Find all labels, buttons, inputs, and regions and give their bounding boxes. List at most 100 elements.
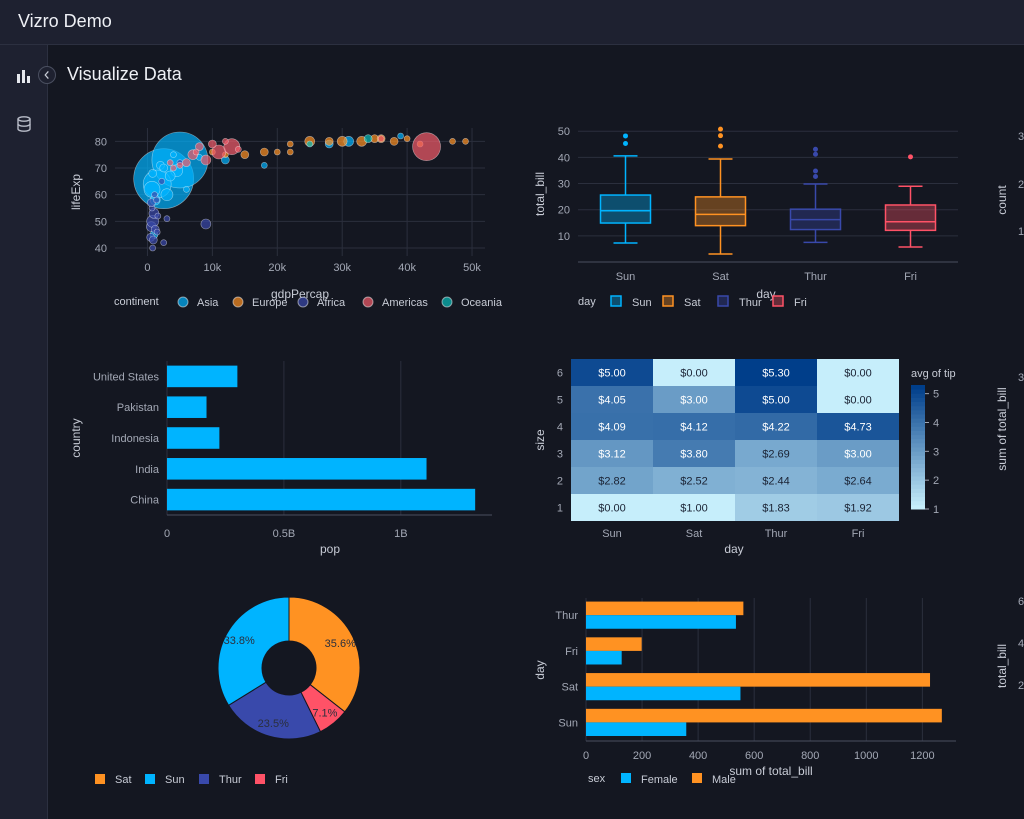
scatter-point [397, 132, 404, 140]
y-tick-label: 4 [557, 422, 563, 434]
donut-slice [217, 596, 290, 706]
app-header: Vizro Demo [0, 0, 1024, 45]
legend-label: Male [712, 774, 736, 786]
scatter-point [166, 159, 174, 166]
page-title: Visualize Data [67, 64, 182, 84]
x-tick-label: 50k [463, 262, 481, 274]
legend-marker [255, 774, 265, 784]
colorbar-tick-label: 2 [933, 475, 939, 487]
bar-chart-icon[interactable] [15, 67, 33, 85]
scatter-point [260, 162, 268, 169]
scatter-point [183, 186, 190, 193]
scatter-point [195, 142, 204, 151]
colorbar-step [911, 413, 925, 419]
app-title: Vizro Demo [18, 11, 112, 31]
heatmap-cell-label: $0.00 [598, 503, 626, 515]
legend-marker [145, 774, 155, 784]
legend-marker [772, 295, 784, 307]
y-tick-label: Indonesia [111, 433, 160, 445]
heatmap-cell-label: $4.22 [762, 422, 790, 434]
colorbar-step [911, 463, 925, 469]
colorbar-step [911, 430, 925, 436]
y-tick-label: 50 [95, 216, 107, 228]
heatmap-cell-label: $5.00 [598, 368, 626, 380]
legend-marker [95, 774, 105, 784]
legend-marker [362, 296, 374, 308]
scatter-point [154, 212, 162, 220]
scatter-point [159, 163, 168, 173]
day-donut-chart: 35.6% 7.1% 23.5% 33.8% Sat Sun Thur Fri [95, 596, 361, 786]
colorbar-step [911, 492, 925, 498]
total-bill-by-sex-chart: 0 200 400 600 800 1000 1200 Thur Fri Sat Sun sum of… [533, 598, 956, 786]
sidebar [0, 45, 48, 819]
partial-ylabel: total_bill [995, 644, 1009, 688]
x-tick-label: 0.5B [273, 528, 296, 540]
scatter-point [462, 138, 469, 145]
population-bar-chart: 0 0.5B 1B United States Pakistan Indonesia Ind… [69, 361, 492, 556]
x-tick-label: 400 [689, 750, 707, 762]
heatmap-cell-label: $2.64 [844, 476, 872, 488]
y-axis-title: lifeExp [69, 174, 83, 210]
donut-slice-label: 23.5% [258, 718, 289, 730]
partial-tick: 3 [1018, 372, 1024, 384]
x-tick-label: Fri [852, 528, 865, 540]
legend-title: continent [114, 296, 159, 308]
y-tick-label: Sat [561, 682, 578, 694]
colorbar-step [911, 488, 925, 493]
y-tick-label: Pakistan [117, 402, 159, 414]
heatmap-cell [653, 413, 735, 440]
legend-marker [177, 296, 189, 308]
partial-tick: 4 [1018, 638, 1024, 650]
scatter-point [324, 137, 334, 146]
heatmap-cell-label: $4.05 [598, 395, 626, 407]
x-axis-title: gdpPercap [271, 287, 329, 301]
scatter-point [286, 148, 294, 156]
box-outlier [813, 151, 818, 157]
box-outlier [813, 168, 818, 174]
colorbar-step [911, 385, 925, 390]
tip-heatmap-chart: $5.00 $0.00 $5.30 $0.00 $4.05 $3.00 $5.00 $0.00… [533, 359, 956, 556]
pop-bar [167, 458, 427, 480]
heatmap-cell [817, 359, 899, 386]
legend-title: sex [588, 773, 606, 785]
heatmap-cell-label: $2.69 [762, 449, 790, 461]
chevron-left-icon[interactable] [38, 66, 56, 84]
database-icon[interactable] [15, 115, 33, 133]
scatter-point [286, 140, 294, 148]
legend-title: day [578, 296, 596, 308]
y-tick-label: 70 [95, 163, 107, 175]
x-tick-label: 30k [333, 262, 351, 274]
scatter-point [377, 135, 385, 142]
x-tick-label: 20k [268, 262, 286, 274]
legend-marker [621, 773, 631, 783]
pop-bar [167, 396, 207, 418]
heatmap-cell [735, 413, 817, 440]
box-body [694, 196, 747, 227]
heatmap-cell-label: $3.00 [844, 449, 872, 461]
y-tick-label: 40 [95, 243, 107, 255]
y-axis-title: country [69, 418, 83, 457]
scatter-point [148, 235, 158, 245]
partial-tick: 2 [1018, 680, 1024, 692]
x-axis-title: day [756, 287, 775, 301]
heatmap-cell [735, 467, 817, 494]
heatmap-cell [735, 386, 817, 413]
y-tick-label: 6 [557, 368, 563, 380]
legend-label: Fri [275, 774, 288, 786]
colorbar-step [911, 484, 925, 489]
partial-tick: 3 [1018, 131, 1024, 143]
partial-tick: 1 [1018, 226, 1024, 238]
box-outlier [623, 141, 628, 147]
heatmap-cell [571, 413, 653, 440]
heatmap-cell-label: $1.00 [680, 503, 708, 515]
y-tick-label: India [135, 464, 160, 476]
scatter-point [200, 154, 212, 166]
heatmap-cell-label: $2.82 [598, 476, 626, 488]
scatter-point [170, 164, 177, 172]
legend-label: Europe [252, 297, 287, 309]
donut-slice [227, 681, 322, 740]
box-outlier [813, 173, 818, 179]
pop-bar [167, 427, 220, 449]
colorbar-tick-label: 5 [933, 389, 939, 401]
